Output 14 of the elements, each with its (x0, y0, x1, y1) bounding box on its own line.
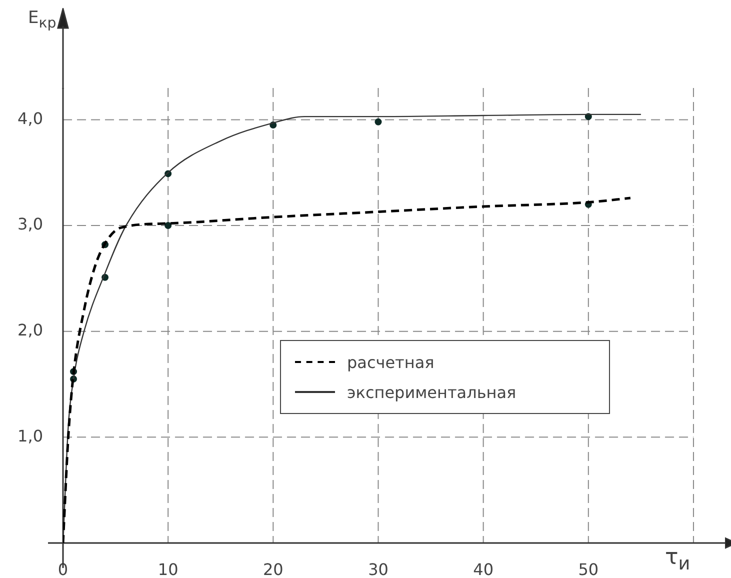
y-tick-label: 4,0 (18, 108, 43, 128)
y-axis-title: E$_{кр}$ (28, 8, 56, 32)
x-tick-label: 50 (578, 560, 599, 578)
y-tick-label: 3,0 (18, 214, 43, 234)
y-tick-label: 2,0 (18, 320, 43, 340)
x-tick-label: 0 (58, 560, 68, 578)
legend-label: экспериментальная (347, 382, 516, 402)
x-axis-title: τ$_{и}$ (665, 545, 690, 574)
y-tick-label: 1,0 (18, 426, 43, 446)
x-tick-label: 20 (262, 560, 284, 578)
x-tick-label: 30 (368, 560, 388, 578)
legend-label: расчетная (347, 352, 434, 372)
x-tick-label: 40 (473, 560, 494, 578)
x-tick-label: 10 (158, 560, 178, 578)
